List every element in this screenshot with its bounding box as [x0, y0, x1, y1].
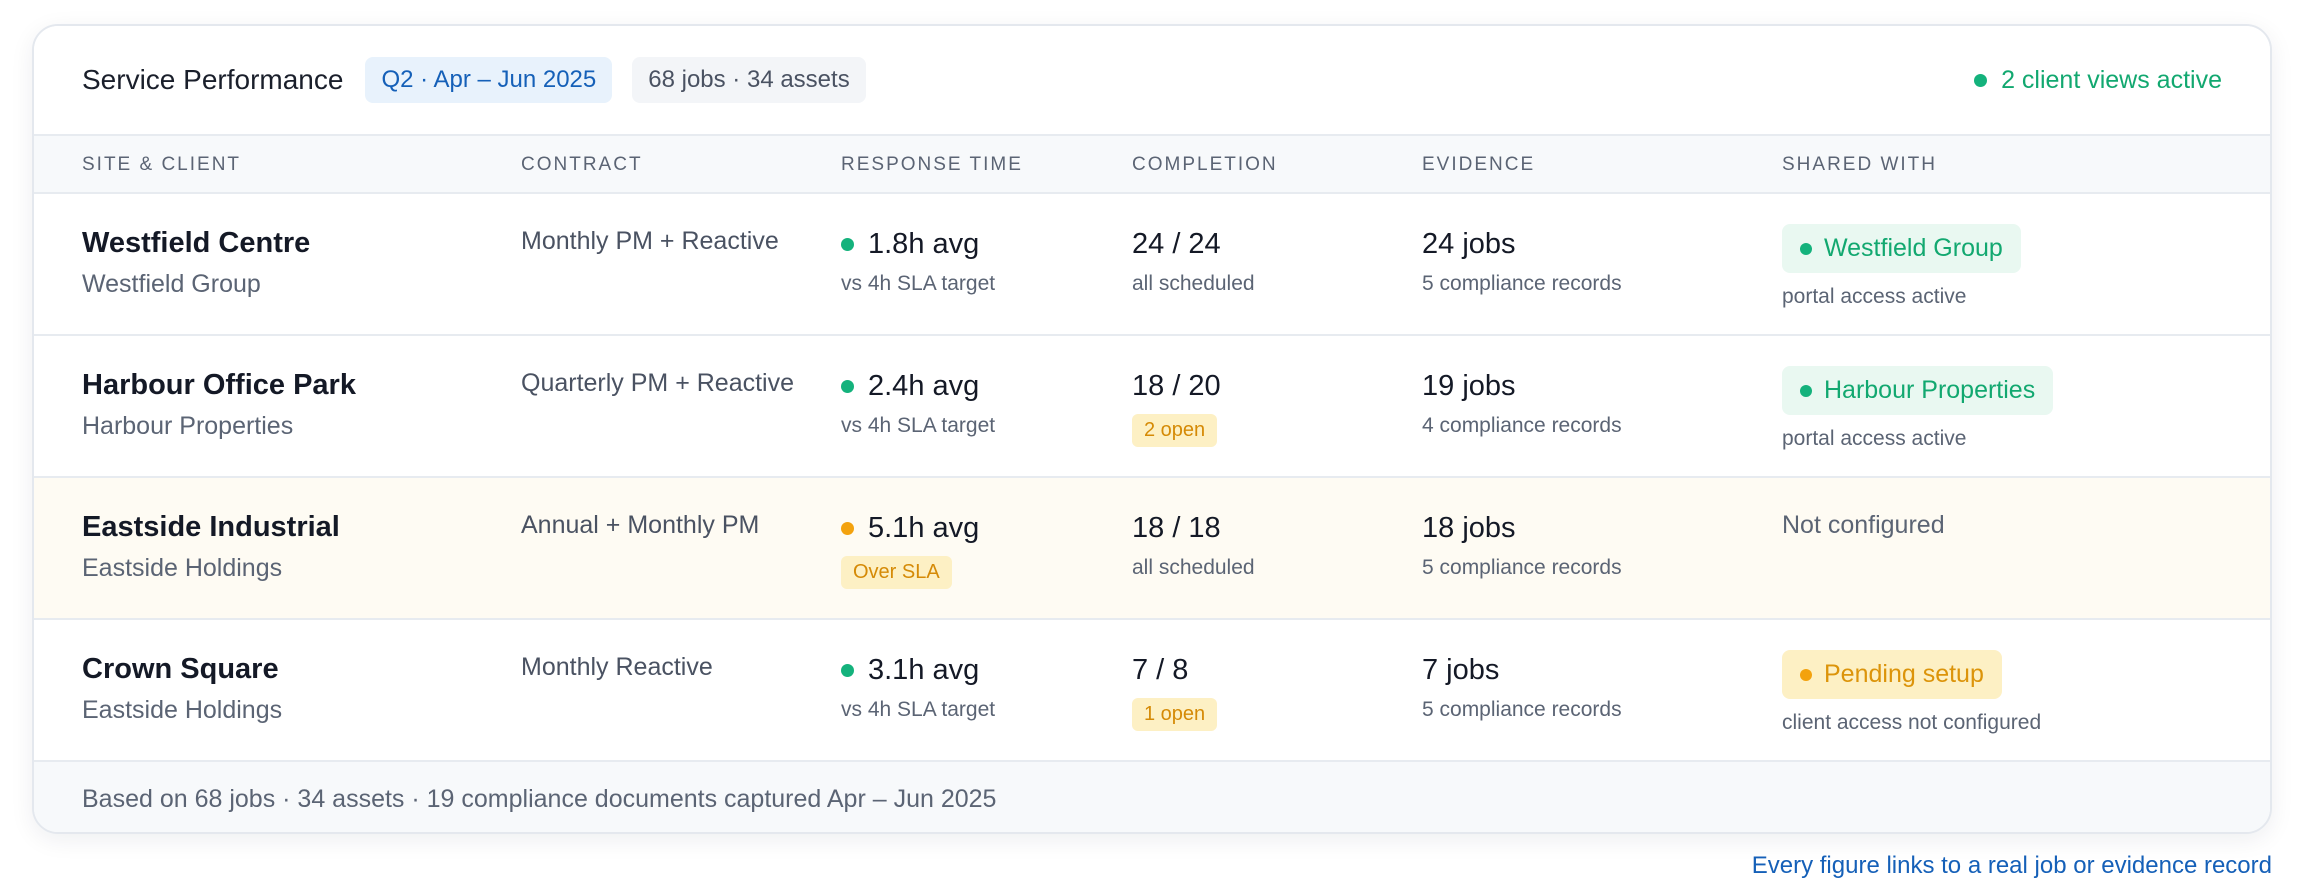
column-header-shared: SHARED WITH: [1782, 154, 1937, 175]
evidence-cell: 24 jobs 5 compliance records: [1422, 226, 1622, 296]
completion-value: 18 / 18: [1132, 512, 1221, 544]
shared-not-configured: Not configured: [1782, 511, 1945, 539]
evidence-cell: 18 jobs 5 compliance records: [1422, 510, 1622, 580]
evidence-note: 5 compliance records: [1422, 556, 1622, 579]
site-client: Eastside Holdings: [82, 696, 283, 724]
response-value: 3.1h avg: [868, 654, 980, 686]
shared-note: portal access active: [1782, 285, 1967, 308]
status-dot-icon: [1800, 242, 1812, 255]
status-dot-icon: [841, 237, 854, 251]
shared-client-badge[interactable]: Harbour Properties: [1782, 366, 2054, 415]
table-row[interactable]: Crown Square Eastside Holdings Monthly R…: [34, 620, 2270, 762]
evidence-value[interactable]: 7 jobs: [1422, 654, 1500, 686]
response-value: 2.4h avg: [868, 370, 980, 402]
response-note: vs 4h SLA target: [841, 272, 996, 295]
table-row[interactable]: Harbour Office Park Harbour Properties Q…: [34, 336, 2270, 478]
shared-client-badge[interactable]: Westfield Group: [1782, 224, 2021, 273]
table-row[interactable]: Eastside Industrial Eastside Holdings An…: [34, 478, 2270, 620]
card-header: Service Performance Q2 · Apr – Jun 2025 …: [34, 26, 2270, 134]
response-value: 5.1h avg: [868, 512, 980, 544]
completion-value: 7 / 8: [1132, 654, 1189, 686]
completion-note: all scheduled: [1132, 272, 1255, 295]
column-header-evidence: EVIDENCE: [1422, 154, 1536, 175]
response-note: vs 4h SLA target: [841, 414, 996, 437]
shared-client-label: Pending setup: [1824, 660, 1984, 688]
open-jobs-badge[interactable]: 2 open: [1132, 414, 1218, 447]
shared-cell: Westfield Group portal access active: [1782, 224, 2021, 309]
contract-cell: Annual + Monthly PM: [521, 511, 760, 539]
period-badge[interactable]: Q2 · Apr – Jun 2025: [365, 57, 613, 103]
contract-cell: Quarterly PM + Reactive: [521, 369, 795, 397]
site-name[interactable]: Westfield Centre: [82, 227, 311, 259]
card-footer: Based on 68 jobs · 34 assets · 19 compli…: [34, 762, 2270, 832]
evidence-note: 4 compliance records: [1422, 414, 1622, 437]
response-value: 1.8h avg: [868, 228, 980, 260]
response-cell: 1.8h avg vs 4h SLA target: [841, 226, 995, 296]
page-title: Service Performance: [82, 64, 344, 95]
warning-dot-icon: [1800, 668, 1812, 681]
site-name[interactable]: Eastside Industrial: [82, 511, 340, 543]
client-views-status[interactable]: 2 client views active: [1974, 66, 2222, 95]
completion-value: 24 / 24: [1132, 228, 1221, 260]
column-header-contract: CONTRACT: [521, 154, 643, 175]
evidence-cell: 19 jobs 4 compliance records: [1422, 368, 1622, 438]
site-cell: Harbour Office Park Harbour Properties: [82, 368, 356, 441]
response-cell: 5.1h avg Over SLA: [841, 510, 979, 589]
column-header-site: SITE & CLIENT: [82, 154, 242, 175]
shared-note: portal access active: [1782, 427, 1967, 450]
table-header: SITE & CLIENT CONTRACT RESPONSE TIME COM…: [34, 134, 2270, 194]
evidence-link-tagline[interactable]: Every figure links to a real job or evid…: [1751, 852, 2272, 879]
shared-cell: Pending setup client access not configur…: [1782, 650, 2041, 735]
shared-cell: Harbour Properties portal access active: [1782, 366, 2054, 451]
response-cell: 2.4h avg vs 4h SLA target: [841, 368, 995, 438]
response-note: vs 4h SLA target: [841, 698, 996, 721]
site-client: Eastside Holdings: [82, 554, 283, 582]
table-row[interactable]: Westfield Centre Westfield Group Monthly…: [34, 194, 2270, 336]
contract-cell: Monthly PM + Reactive: [521, 227, 779, 255]
site-client: Westfield Group: [82, 270, 261, 298]
completion-cell: 18 / 20 2 open: [1132, 368, 1221, 447]
column-header-response: RESPONSE TIME: [841, 154, 1023, 175]
shared-client-label: Harbour Properties: [1824, 376, 2036, 404]
status-dot-icon: [841, 663, 854, 677]
service-performance-card: Service Performance Q2 · Apr – Jun 2025 …: [32, 24, 2272, 834]
status-dot-icon: [1974, 73, 1988, 87]
pending-setup-badge[interactable]: Pending setup: [1782, 650, 2002, 699]
open-jobs-badge[interactable]: 1 open: [1132, 698, 1218, 731]
evidence-value[interactable]: 18 jobs: [1422, 512, 1516, 544]
jobs-summary-badge: 68 jobs · 34 assets: [632, 57, 866, 103]
over-sla-badge: Over SLA: [841, 556, 952, 589]
footer-summary: Based on 68 jobs · 34 assets · 19 compli…: [82, 784, 997, 813]
evidence-note: 5 compliance records: [1422, 698, 1622, 721]
evidence-note: 5 compliance records: [1422, 272, 1622, 295]
evidence-value[interactable]: 24 jobs: [1422, 228, 1516, 260]
completion-cell: 7 / 8 1 open: [1132, 652, 1218, 731]
warning-dot-icon: [841, 521, 854, 535]
site-cell: Westfield Centre Westfield Group: [82, 226, 310, 299]
site-cell: Crown Square Eastside Holdings: [82, 652, 282, 725]
site-name[interactable]: Crown Square: [82, 653, 279, 685]
evidence-cell: 7 jobs 5 compliance records: [1422, 652, 1622, 722]
response-cell: 3.1h avg vs 4h SLA target: [841, 652, 995, 722]
evidence-value[interactable]: 19 jobs: [1422, 370, 1516, 402]
site-cell: Eastside Industrial Eastside Holdings: [82, 510, 340, 583]
completion-cell: 24 / 24 all scheduled: [1132, 226, 1255, 296]
shared-client-label: Westfield Group: [1824, 234, 2003, 262]
shared-note: client access not configured: [1782, 711, 2042, 734]
column-header-completion: COMPLETION: [1132, 154, 1278, 175]
completion-cell: 18 / 18 all scheduled: [1132, 510, 1255, 580]
site-name[interactable]: Harbour Office Park: [82, 369, 356, 401]
completion-note: all scheduled: [1132, 556, 1255, 579]
shared-cell: Not configured: [1782, 508, 1945, 542]
client-views-label: 2 client views active: [2001, 65, 2222, 94]
status-dot-icon: [841, 379, 854, 393]
completion-value: 18 / 20: [1132, 370, 1221, 402]
status-dot-icon: [1800, 384, 1812, 397]
site-client: Harbour Properties: [82, 412, 294, 440]
contract-cell: Monthly Reactive: [521, 653, 713, 681]
